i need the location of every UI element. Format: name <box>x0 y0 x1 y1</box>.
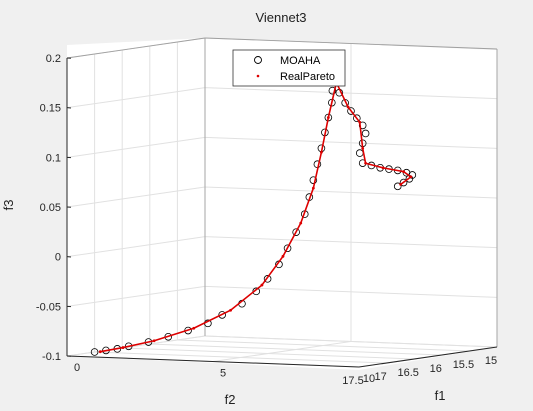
x-tick-0: 0 <box>74 362 80 374</box>
realpareto-point-19 <box>399 183 403 186</box>
moaha-point-14 <box>292 228 300 236</box>
legend-marker-moaha <box>254 56 262 64</box>
y-tick-4: 17 <box>374 371 386 383</box>
x-tick-2: 10 <box>363 373 375 385</box>
realpareto-point-14 <box>361 146 365 150</box>
z-tick-6: 0.2 <box>46 53 61 65</box>
axes-walls <box>67 38 497 370</box>
moaha-point-28 <box>353 114 361 123</box>
realpareto-point-1 <box>121 346 125 349</box>
z-axis-label: f3 <box>1 200 16 211</box>
z-tick-5: 0.15 <box>40 103 61 115</box>
realpareto-point-18 <box>409 175 413 179</box>
realpareto-point-17 <box>402 170 405 174</box>
legend: MOAHA RealPareto <box>232 49 346 87</box>
box-edge-2 <box>204 37 498 50</box>
moaha-point-23 <box>328 86 337 95</box>
moaha-point-29 <box>358 121 367 130</box>
x-axis-label: f1 <box>435 388 446 403</box>
realpareto-point-9 <box>320 150 323 154</box>
y-tick-2: 16 <box>430 363 442 375</box>
legend-label-moaha: MOAHA <box>280 55 321 67</box>
realpareto-point-10 <box>326 116 330 119</box>
realpareto-point-5 <box>260 283 264 287</box>
moaha-point-13 <box>283 244 292 253</box>
y-tick-1: 15.5 <box>453 359 474 371</box>
box-edge-1 <box>66 37 206 59</box>
realpareto-point-16 <box>381 166 385 170</box>
tick-labels: -0.1 -0.05 0 0.05 0.1 0.15 0.2 15 15.5 16 16.5 17 17… <box>36 53 497 387</box>
realpareto-point-6 <box>281 254 285 258</box>
y-tick-0: 15 <box>485 355 497 367</box>
z-tick-0: -0.1 <box>42 351 61 363</box>
moaha-point-0 <box>90 348 99 356</box>
z-tick-4: 0.1 <box>46 152 61 164</box>
realpareto-curve <box>100 80 413 353</box>
realpareto-point-15 <box>364 161 367 165</box>
realpareto-point-8 <box>311 186 315 190</box>
chart-title: Viennet3 <box>255 10 306 25</box>
realpareto-point-0 <box>98 350 102 354</box>
moaha-point-17 <box>309 176 318 184</box>
legend-label-realpareto: RealPareto <box>280 71 335 83</box>
realpareto-point-4 <box>229 308 233 312</box>
moaha-point-42 <box>393 182 402 191</box>
realpareto-point-3 <box>192 326 196 330</box>
f1-axis-line <box>358 346 498 368</box>
moaha-point-10 <box>252 287 261 296</box>
moaha-point-27 <box>347 107 355 115</box>
data-points <box>90 75 417 356</box>
moaha-point-30 <box>361 129 370 138</box>
moaha-point-11 <box>263 275 272 283</box>
realpareto-point-2 <box>152 339 156 343</box>
y-tick-5: 17.5 <box>342 375 363 387</box>
moaha-point-8 <box>218 311 226 319</box>
legend-marker-realpareto <box>256 74 260 78</box>
realpareto-point-7 <box>299 221 303 225</box>
x-tick-1: 5 <box>220 368 226 380</box>
z-tick-2: 0 <box>55 252 61 264</box>
z-tick-1: -0.05 <box>36 301 61 313</box>
y-tick-3: 16.5 <box>397 367 418 379</box>
x-gridline-1 <box>212 43 352 362</box>
z-tick-3: 0.05 <box>40 202 61 214</box>
realpareto-point-12 <box>346 105 350 109</box>
f2-axis-line <box>66 355 360 368</box>
realpareto-point-13 <box>358 120 362 124</box>
y-axis-label: f2 <box>225 392 236 407</box>
moaha-point-41 <box>399 178 408 187</box>
legend-box <box>232 49 346 87</box>
